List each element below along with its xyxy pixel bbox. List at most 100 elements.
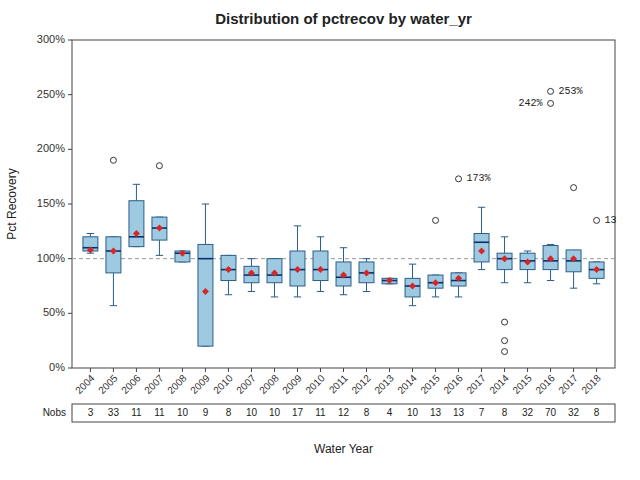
whisker	[343, 286, 344, 295]
annotation: 242%	[519, 98, 543, 109]
whisker	[320, 237, 321, 251]
box	[129, 201, 144, 247]
tick	[435, 368, 436, 372]
whisker-cap	[87, 233, 94, 234]
tick-label: 2015	[510, 372, 534, 396]
y-axis: 0%50%100%150%200%250%300%	[37, 33, 72, 373]
box	[198, 244, 213, 346]
box	[221, 255, 236, 280]
plot-area	[72, 88, 615, 354]
chart: Distribution of pctrecov by water_yr0%50…	[0, 0, 640, 480]
box-plot	[244, 259, 259, 292]
whisker	[274, 283, 275, 297]
nobs-value: 10	[269, 407, 281, 418]
box	[244, 266, 259, 282]
whisker-cap	[110, 305, 117, 306]
tick-label: 150%	[37, 197, 65, 209]
mean	[432, 279, 439, 286]
box-plot	[543, 88, 558, 280]
nobs-value: 10	[177, 407, 189, 418]
whisker-cap	[501, 282, 508, 283]
whisker	[527, 270, 528, 283]
box-plot	[428, 217, 443, 297]
mean	[202, 288, 209, 295]
whisker-cap	[294, 225, 301, 226]
tick	[136, 368, 137, 372]
box-plot	[175, 250, 190, 262]
tick-label: 300%	[37, 33, 65, 45]
mean	[547, 255, 554, 262]
tick	[458, 368, 459, 372]
nobs-value: 33	[108, 407, 120, 418]
tick	[389, 368, 390, 372]
box	[497, 253, 512, 269]
whisker	[320, 281, 321, 292]
box	[405, 278, 420, 297]
whisker-cap	[409, 305, 416, 306]
tick-label: 2017	[556, 372, 580, 396]
whisker	[205, 204, 206, 244]
tick	[68, 149, 72, 150]
mean	[478, 248, 485, 255]
tick-label: 2012	[349, 372, 373, 396]
tick-label: 2018	[579, 372, 603, 396]
box-plot	[474, 207, 489, 269]
tick-label: 2009	[188, 372, 212, 396]
box	[152, 217, 167, 240]
whisker	[504, 270, 505, 283]
mean	[271, 269, 278, 276]
box	[520, 253, 535, 269]
tick	[113, 368, 114, 372]
mean	[524, 258, 531, 265]
whisker-cap	[363, 291, 370, 292]
nobs-value: 4	[387, 407, 393, 418]
tick-label: 2009	[280, 372, 304, 396]
box	[474, 234, 489, 262]
tick-label: 2007	[234, 372, 258, 396]
nobs-value: 10	[246, 407, 258, 418]
title: Distribution of pctrecov by water_yr	[215, 10, 472, 27]
whisker	[481, 207, 482, 233]
whisker	[481, 262, 482, 270]
nobs-value: 3	[88, 407, 94, 418]
nobs-label: Nobs	[43, 407, 66, 418]
outlier	[110, 157, 116, 163]
whisker-cap	[156, 255, 163, 256]
whisker	[159, 240, 160, 255]
mean	[340, 272, 347, 279]
tick	[343, 368, 344, 372]
box	[428, 275, 443, 288]
box-plot	[497, 237, 512, 355]
tick-label: 100%	[37, 252, 65, 264]
tick-label: 200%	[37, 142, 65, 154]
box-plot	[520, 251, 535, 283]
tick	[596, 368, 597, 372]
whisker-cap	[363, 258, 370, 259]
whisker-cap	[317, 236, 324, 237]
whisker-cap	[547, 280, 554, 281]
box-plot	[313, 237, 328, 292]
tick	[205, 368, 206, 372]
outlier	[433, 217, 439, 223]
box	[267, 259, 282, 283]
whisker-cap	[340, 247, 347, 248]
box	[451, 273, 466, 286]
nobs-value: 13	[453, 407, 465, 418]
outlier	[502, 319, 508, 325]
tick	[228, 368, 229, 372]
tick-label: 2014	[487, 372, 511, 396]
outlier	[571, 185, 577, 191]
whisker	[251, 283, 252, 292]
whisker	[113, 273, 114, 306]
annotation: 173%	[467, 173, 491, 184]
whisker-cap	[478, 207, 485, 208]
tick-label: 2010	[303, 372, 327, 396]
whisker	[573, 272, 574, 288]
axis-label: Water Year	[314, 442, 373, 456]
nobs-value: 11	[131, 407, 142, 418]
box-plot	[83, 234, 98, 254]
nobs-row: Nobs333111110981010171112841013137832703…	[43, 404, 615, 422]
tick	[504, 368, 505, 372]
mean	[455, 275, 462, 282]
mean	[87, 246, 94, 253]
